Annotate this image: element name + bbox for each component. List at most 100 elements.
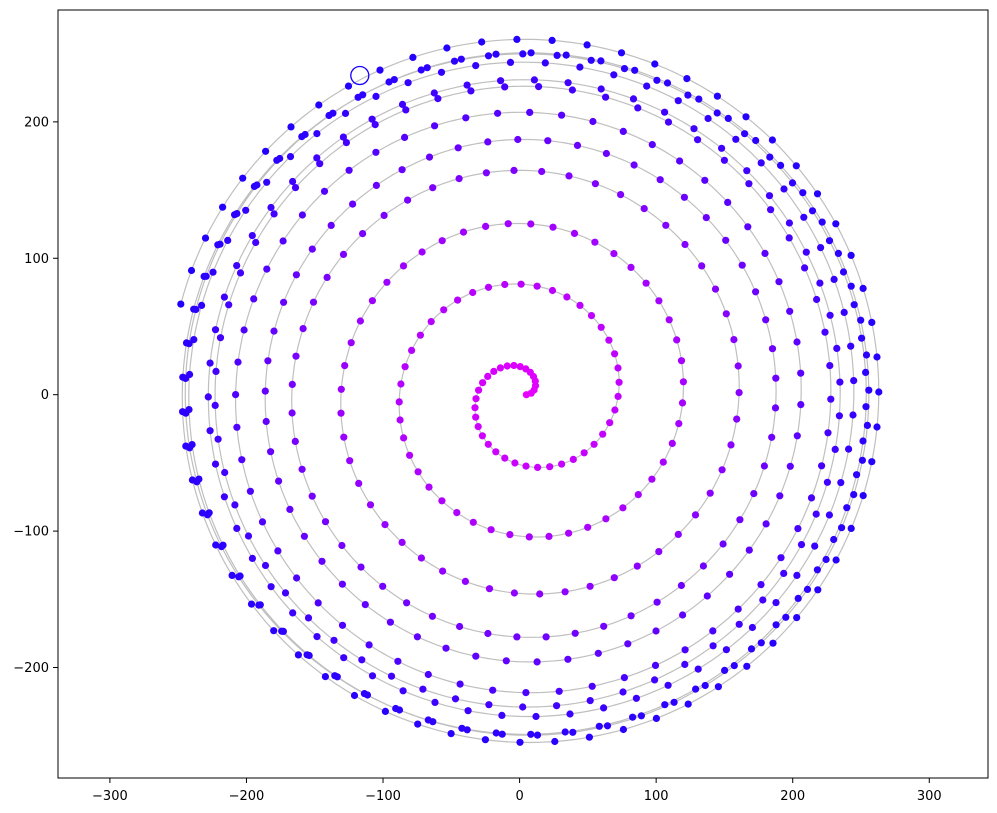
scatter-point	[799, 189, 807, 197]
scatter-point	[719, 540, 727, 548]
scatter-point	[496, 364, 504, 372]
scatter-point	[457, 55, 465, 63]
scatter-point	[236, 269, 245, 277]
scatter-point	[530, 76, 539, 84]
x-axis-ticks: −300 −200 −100 0 100 200 300	[92, 778, 942, 804]
scatter-point	[188, 476, 196, 484]
scatter-point	[594, 649, 602, 657]
scatter-point	[267, 583, 275, 591]
scatter-point	[187, 266, 196, 275]
scatter-point	[281, 589, 290, 597]
scatter-point	[471, 404, 479, 412]
scatter-point	[826, 362, 834, 370]
scatter-point	[744, 223, 752, 231]
scatter-point	[355, 479, 363, 487]
scatter-point	[298, 133, 306, 141]
scatter-point	[293, 574, 301, 582]
scatter-point	[785, 234, 793, 242]
scatter-point	[395, 398, 403, 406]
highlight-layer	[350, 65, 370, 86]
scatter-point	[492, 50, 500, 58]
scatter-point	[365, 641, 373, 649]
scatter-point	[797, 401, 805, 409]
scatter-point	[558, 111, 566, 119]
data-points-layer	[177, 35, 883, 746]
scatter-point	[454, 296, 462, 304]
scatter-point	[347, 339, 355, 347]
scatter-point	[299, 325, 307, 333]
scatter-point	[424, 670, 432, 679]
scatter-point	[771, 404, 780, 412]
scatter-point	[211, 326, 220, 334]
scatter-point	[827, 395, 835, 403]
scatter-point	[595, 722, 603, 730]
scatter-point	[413, 633, 421, 641]
scatter-point	[501, 83, 509, 91]
scatter-point	[724, 114, 732, 122]
scatter-point	[847, 282, 855, 290]
scatter-point	[497, 77, 505, 85]
scatter-point	[617, 49, 626, 57]
scatter-point	[371, 121, 379, 129]
scatter-point	[837, 479, 845, 487]
scatter-point	[565, 172, 573, 180]
scatter-point	[665, 316, 673, 324]
scatter-point	[661, 701, 669, 709]
x-tick-label: 300	[917, 789, 942, 804]
scatter-point	[246, 487, 254, 495]
scatter-point	[182, 442, 190, 450]
scatter-point	[776, 492, 784, 500]
scatter-point	[472, 413, 480, 421]
scatter-point	[562, 51, 570, 59]
scatter-point	[610, 250, 618, 258]
scatter-point	[808, 207, 817, 215]
scatter-point	[190, 305, 198, 313]
scatter-point	[836, 378, 844, 386]
scatter-point	[849, 411, 857, 419]
scatter-point	[368, 115, 376, 123]
scatter-point	[381, 521, 389, 529]
scatter-point	[337, 409, 345, 417]
scatter-point	[859, 284, 867, 292]
scatter-point	[637, 712, 646, 720]
scatter-point	[792, 162, 800, 170]
scatter-point	[858, 456, 867, 464]
scatter-point	[843, 504, 851, 512]
scatter-point	[661, 108, 669, 116]
scatter-point	[873, 353, 881, 361]
scatter-point	[747, 645, 756, 653]
scatter-point	[865, 386, 873, 394]
scatter-point	[501, 454, 509, 462]
scatter-point	[270, 327, 278, 335]
x-tick-label: 0	[515, 789, 523, 804]
scatter-point	[713, 109, 721, 117]
scatter-point	[399, 687, 407, 695]
scatter-point	[580, 449, 588, 457]
scatter-point	[211, 460, 220, 468]
scatter-point	[709, 642, 717, 650]
scatter-point	[360, 690, 368, 698]
scatter-point	[400, 434, 408, 442]
scatter-point	[615, 378, 623, 386]
y-tick-label: 100	[24, 252, 49, 267]
scatter-point	[839, 268, 848, 276]
scatter-point	[813, 566, 822, 574]
scatter-point	[691, 511, 700, 519]
scatter-point	[278, 627, 286, 635]
scatter-point	[741, 130, 749, 138]
scatter-point	[258, 518, 267, 526]
scatter-point	[339, 133, 347, 141]
scatter-point	[361, 601, 369, 609]
scatter-point	[584, 523, 592, 531]
scatter-point	[859, 492, 867, 500]
scatter-point	[472, 62, 480, 70]
scatter-point	[261, 561, 270, 570]
scatter-point	[718, 144, 726, 152]
scatter-point	[533, 731, 542, 739]
scatter-point	[240, 326, 248, 334]
scatter-point	[535, 83, 543, 91]
spiral-curve	[180, 38, 880, 744]
scatter-point	[316, 160, 324, 168]
scatter-point	[818, 218, 826, 226]
scatter-point	[875, 388, 883, 396]
